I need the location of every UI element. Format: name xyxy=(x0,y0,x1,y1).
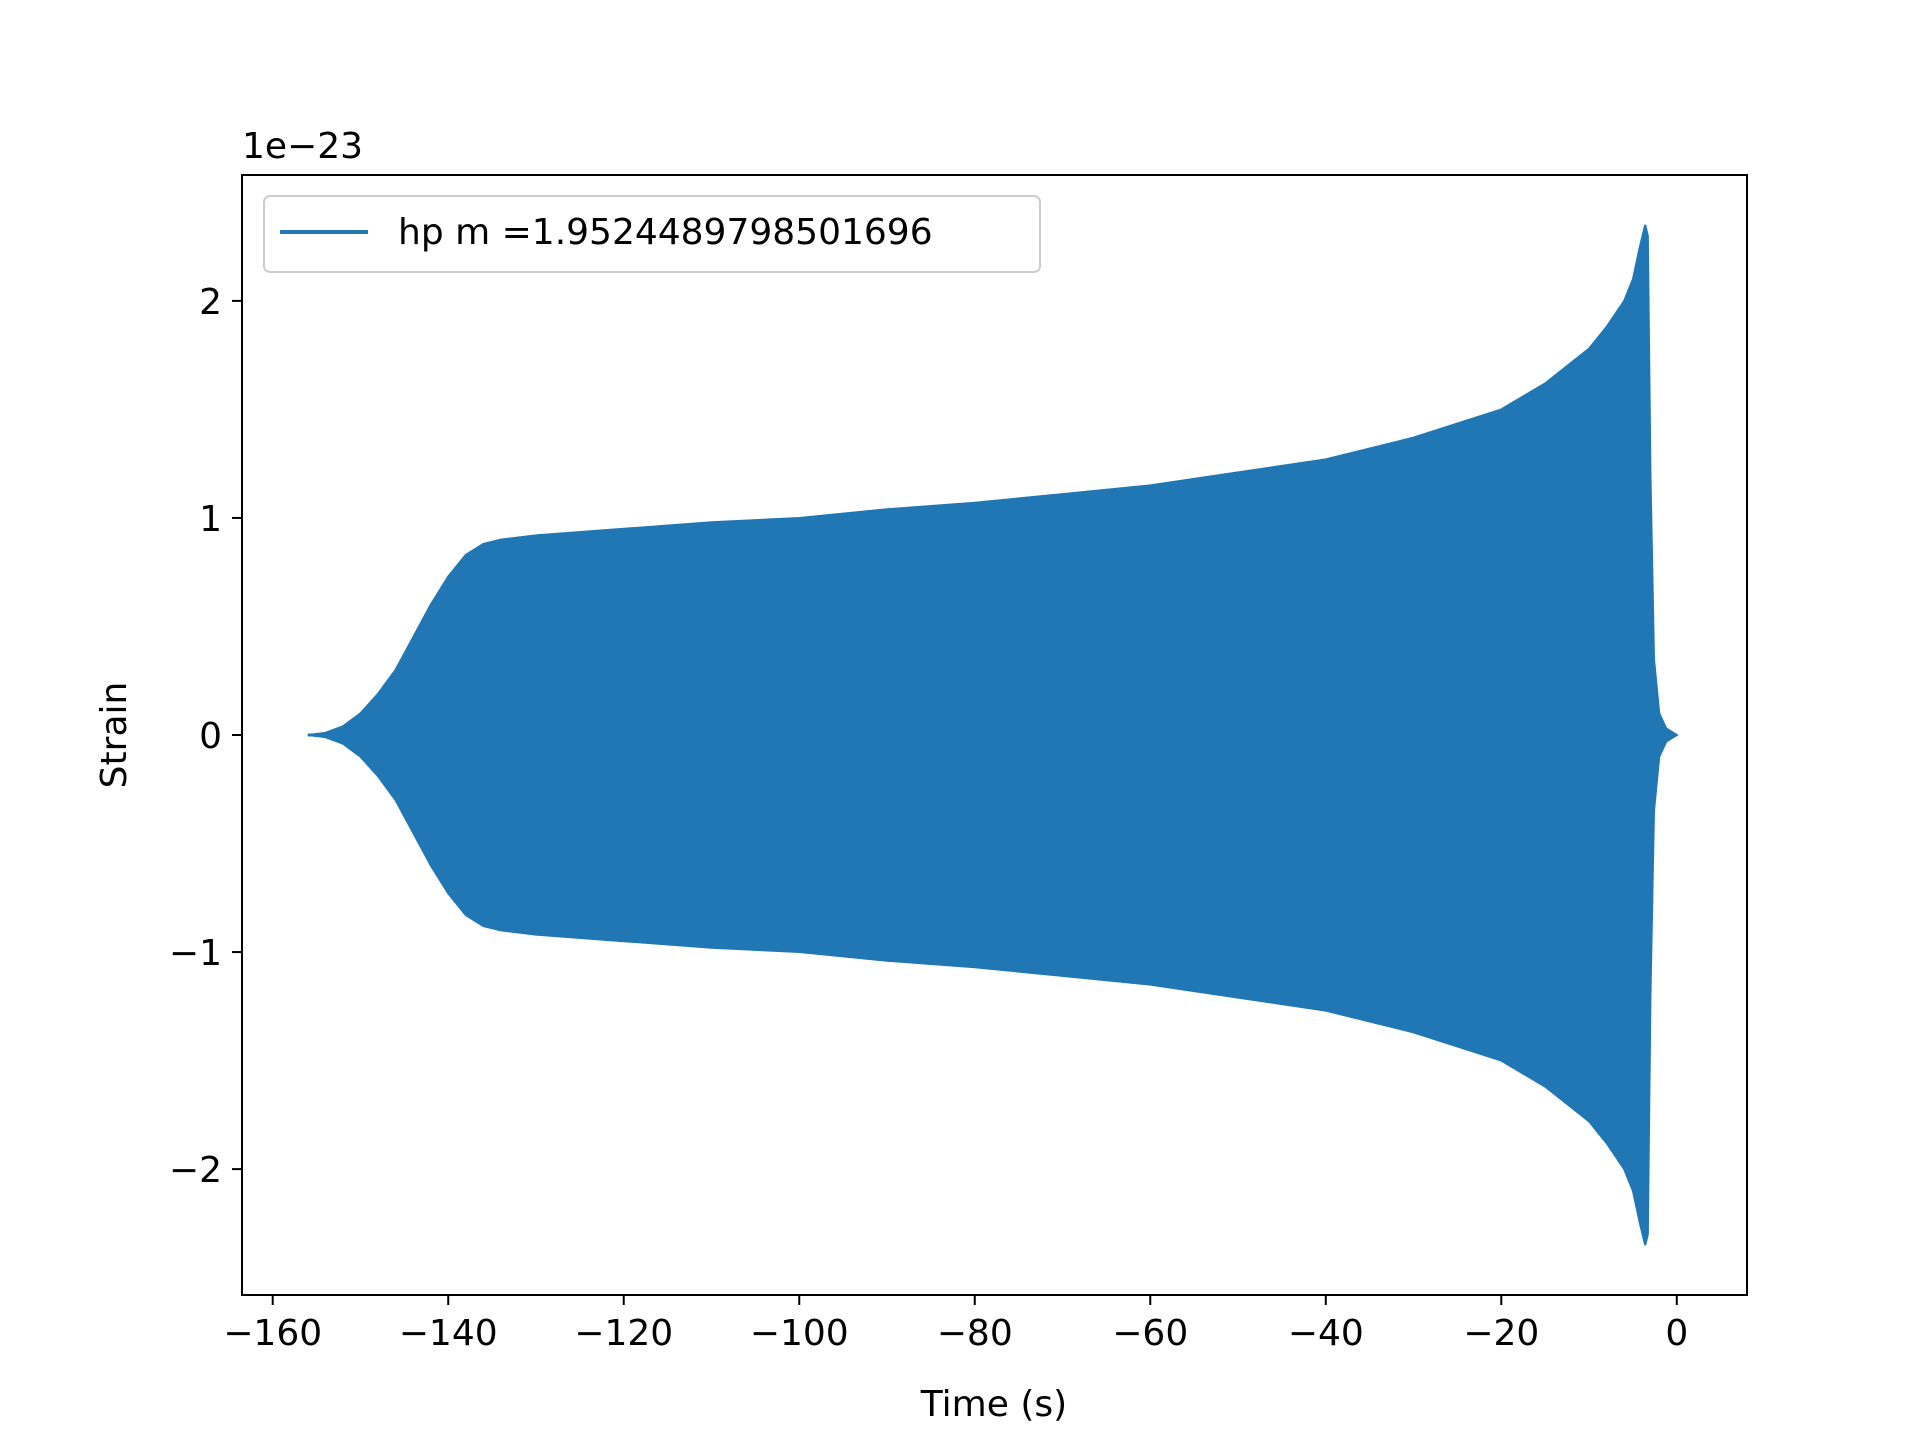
y-tick-label: 0 xyxy=(199,716,222,757)
x-tick-label: 0 xyxy=(1665,1313,1688,1354)
y-tick-label: 1 xyxy=(199,499,222,540)
y-offset-text: 1e−23 xyxy=(242,126,363,167)
x-tick-label: −80 xyxy=(937,1313,1013,1354)
x-tick-label: −160 xyxy=(223,1313,322,1354)
y-tick-label: −1 xyxy=(169,933,222,974)
x-tick-label: −40 xyxy=(1288,1313,1364,1354)
x-tick-label: −60 xyxy=(1112,1313,1188,1354)
legend-box xyxy=(263,195,1041,273)
y-tick-label: −2 xyxy=(169,1150,222,1191)
x-axis-label: Time (s) xyxy=(920,1384,1067,1425)
legend: hp m =1.9524489798501696 xyxy=(263,195,1041,273)
x-tick-label: −20 xyxy=(1463,1313,1539,1354)
x-tick-label: −120 xyxy=(574,1313,673,1354)
x-tick-label: −100 xyxy=(750,1313,849,1354)
y-axis-label: Strain xyxy=(94,682,135,789)
y-tick-label: 2 xyxy=(199,282,222,323)
legend-label-hp: hp m =1.9524489798501696 xyxy=(398,212,933,253)
y-axis-ticks: −2 −1 0 1 2 xyxy=(169,282,242,1191)
plot-area xyxy=(307,224,1679,1246)
x-tick-label: −140 xyxy=(399,1313,498,1354)
x-axis-ticks: −160 −140 −120 −100 −80 −60 −40 −20 0 xyxy=(223,1295,1688,1354)
